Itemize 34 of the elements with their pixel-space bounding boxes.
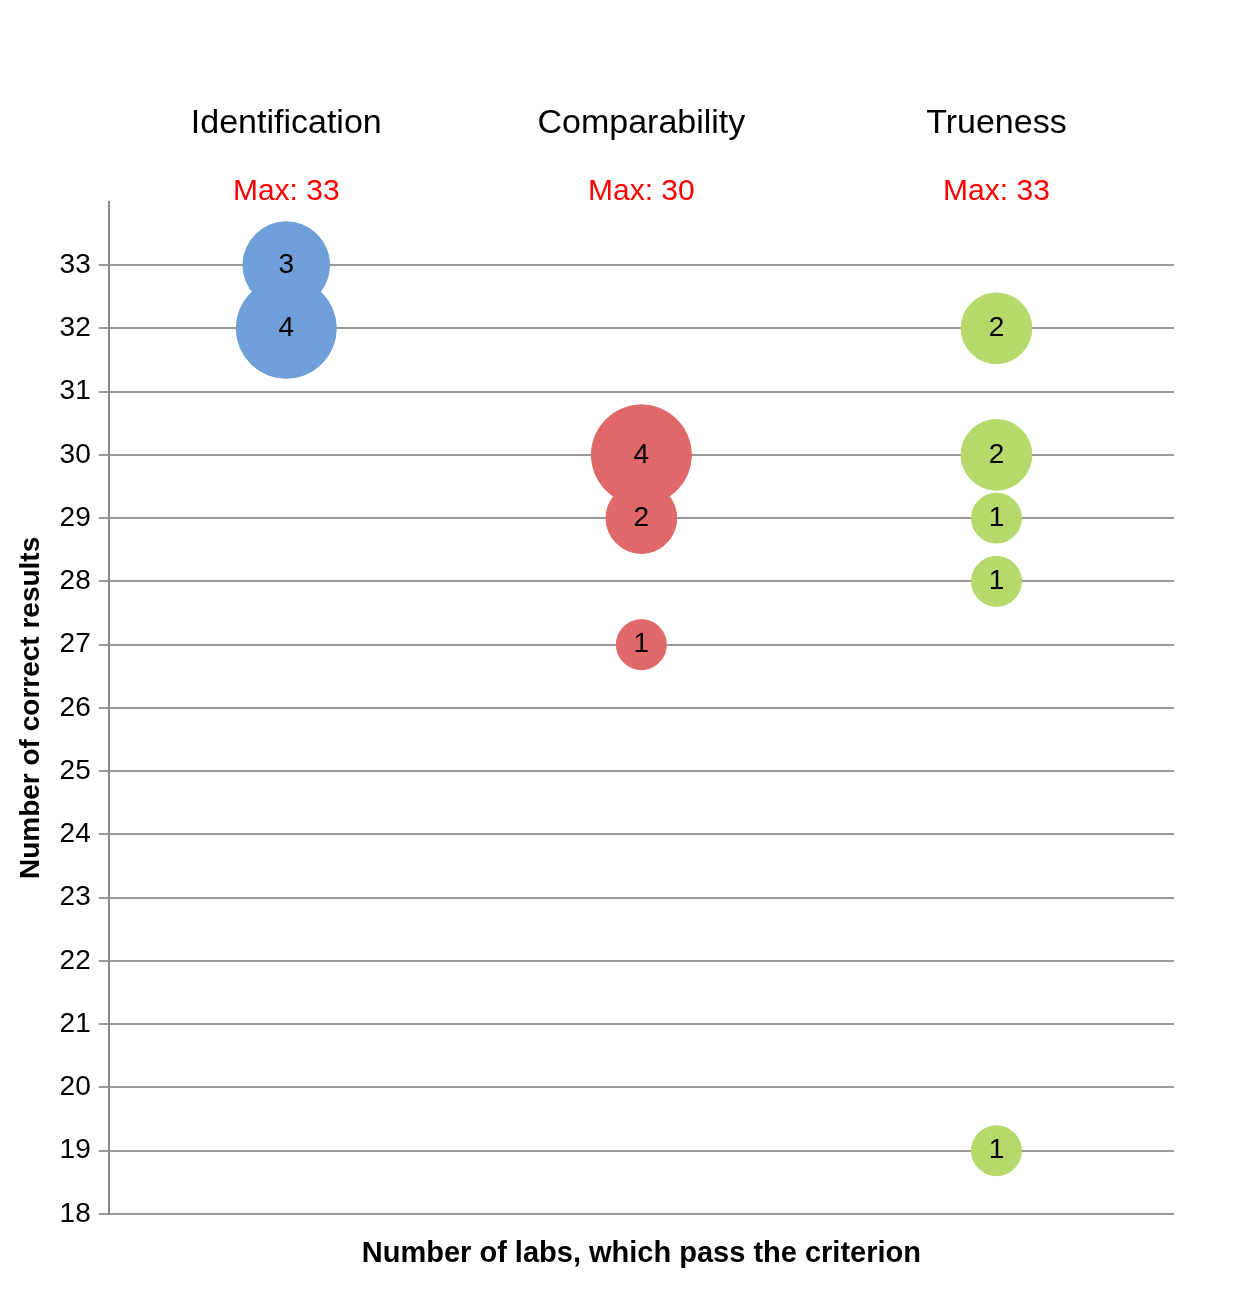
y-tick-label: 28: [59, 564, 91, 596]
y-tick-label: 19: [59, 1133, 91, 1165]
y-tick-label: 25: [59, 753, 91, 785]
x-axis-title: Number of labs, which pass the criterion: [361, 1236, 921, 1268]
data-label: 2: [988, 437, 1005, 469]
y-tick-label: 29: [59, 500, 91, 532]
y-tick-label: 33: [59, 247, 91, 279]
data-label: 1: [988, 564, 1005, 596]
data-label: 4: [278, 311, 295, 343]
x-tick-label: Trueness: [926, 101, 1067, 140]
annotation: Max: 30: [588, 173, 695, 207]
annotation: Max: 33: [232, 173, 340, 207]
y-tick-label: 21: [59, 1006, 91, 1038]
data-label: 4: [633, 437, 650, 469]
x-tick-label: Comparability: [537, 101, 746, 140]
y-tick-label: 22: [59, 943, 91, 975]
y-axis-title: Number of correct results: [13, 536, 45, 880]
y-tick-label: 30: [59, 437, 91, 469]
x-tick-label: Identification: [190, 101, 382, 140]
y-tick-label: 23: [59, 880, 91, 912]
data-label: 1: [988, 1133, 1005, 1165]
y-tick-label: 27: [59, 627, 91, 659]
data-label: 1: [633, 627, 650, 659]
data-label: 3: [278, 247, 295, 279]
y-tick-label: 20: [59, 1070, 91, 1102]
y-tick-label: 31: [59, 374, 91, 406]
y-tick-label: 18: [59, 1196, 91, 1228]
y-tick-label: 24: [59, 817, 91, 849]
y-tick-label: 32: [59, 311, 91, 343]
data-label: 2: [988, 311, 1005, 343]
data-label: 2: [633, 500, 650, 532]
y-tick-label: 26: [59, 690, 91, 722]
data-label: 1: [988, 500, 1005, 532]
annotation: Max: 33: [943, 173, 1050, 207]
